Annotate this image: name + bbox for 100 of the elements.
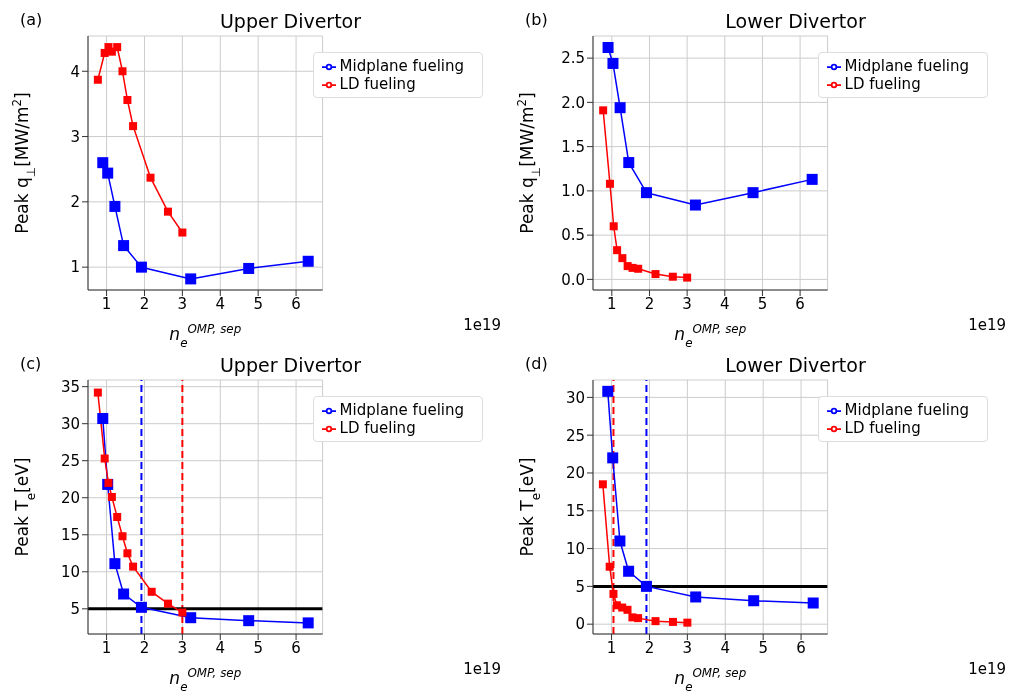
point (163, 599, 172, 608)
point (614, 535, 626, 547)
x-tick-label: 1 (101, 638, 112, 657)
x-tick-label: 2 (139, 638, 150, 657)
legend-label: LD fueling (844, 419, 921, 437)
point (185, 612, 197, 624)
point (609, 222, 618, 231)
x-tick-label: 1 (101, 294, 112, 313)
text: (c) (20, 354, 42, 373)
point (243, 262, 255, 274)
y-tick-label: 30 (565, 388, 585, 407)
point (163, 207, 172, 216)
text: 1e19 (968, 660, 1006, 678)
y-tick-label: 10 (60, 563, 80, 582)
point (118, 67, 127, 76)
y-tick-label: 1.0 (561, 182, 585, 201)
point (302, 255, 314, 267)
point (623, 565, 635, 577)
legend-label: Midplane fueling (339, 401, 464, 419)
point (618, 254, 627, 263)
point (605, 179, 614, 188)
point (118, 532, 127, 541)
point (599, 106, 608, 115)
x-tick-label: 3 (682, 638, 693, 657)
point (109, 200, 121, 212)
y-tick-label: 0.5 (561, 226, 585, 245)
legend-label: LD fueling (339, 75, 416, 93)
x-tick-label: 1 (606, 638, 617, 657)
point (147, 587, 156, 596)
point (598, 480, 607, 489)
point (607, 57, 619, 69)
point (178, 228, 187, 237)
text: 1e19 (463, 660, 501, 678)
point (97, 413, 109, 425)
legend-label: LD fueling (844, 75, 921, 93)
point (146, 173, 155, 182)
point (135, 601, 147, 613)
x-tick-label: 3 (177, 294, 188, 313)
y-tick-label: 15 (60, 526, 80, 545)
point (613, 246, 622, 255)
y-tick-label: 30 (60, 415, 80, 434)
y-tick-label: 20 (60, 489, 80, 508)
point (806, 173, 818, 185)
text: 1e19 (463, 316, 501, 334)
point (123, 549, 132, 558)
point (135, 261, 147, 273)
y-tick-label: 0 (575, 615, 585, 634)
y-tick-label: 2.5 (561, 49, 585, 68)
chart-title: Upper Divertor (218, 354, 363, 376)
point (651, 617, 660, 626)
x-tick-label: 1 (607, 294, 617, 313)
y-tick-label: 1 (70, 258, 80, 277)
x-tick-label: 4 (215, 294, 226, 313)
chart-title: Lower Divertor (724, 10, 867, 32)
point (607, 452, 619, 464)
point (118, 240, 130, 252)
point (178, 608, 187, 617)
text: (d) (525, 354, 548, 373)
point (129, 562, 138, 571)
y-tick-label: 25 (60, 452, 80, 471)
y-tick-label: 3 (70, 127, 80, 146)
point (185, 273, 197, 285)
y-tick-label: 5 (575, 577, 585, 596)
y-tick-label: 4 (70, 62, 80, 81)
x-tick-label: 3 (177, 638, 188, 657)
y-tick-label: 1.5 (561, 137, 585, 156)
point (747, 187, 759, 199)
legend-label: Midplane fueling (844, 57, 969, 75)
text: 1e19 (968, 316, 1006, 334)
point (609, 589, 618, 598)
y-tick-label: 2 (70, 193, 80, 212)
point (748, 595, 760, 607)
legend-label: LD fueling (339, 419, 416, 437)
point (102, 167, 114, 179)
x-tick-label: 6 (291, 294, 301, 313)
text: (a) (20, 10, 43, 29)
point (690, 591, 702, 603)
point (623, 157, 635, 169)
x-tick-label: 5 (758, 638, 768, 657)
point (123, 95, 132, 104)
x-tick-label: 5 (253, 294, 263, 313)
point (113, 43, 122, 52)
point (668, 272, 677, 281)
x-tick-label: 2 (139, 294, 150, 313)
point (243, 615, 255, 627)
y-tick-label: 5 (70, 600, 80, 619)
x-tick-label: 5 (757, 294, 768, 313)
point (668, 617, 677, 626)
x-tick-label: 2 (644, 638, 655, 657)
legend-label: Midplane fueling (339, 57, 464, 75)
chart-title: Lower Divertor (724, 354, 867, 376)
point (634, 264, 643, 273)
x-tick-label: 2 (644, 294, 655, 313)
y-tick-label: 10 (565, 539, 585, 558)
x-tick-label: 4 (215, 638, 226, 657)
point (651, 270, 660, 279)
point (97, 157, 109, 169)
point (107, 493, 116, 501)
point (93, 75, 102, 84)
y-tick-label: 35 (60, 377, 80, 396)
